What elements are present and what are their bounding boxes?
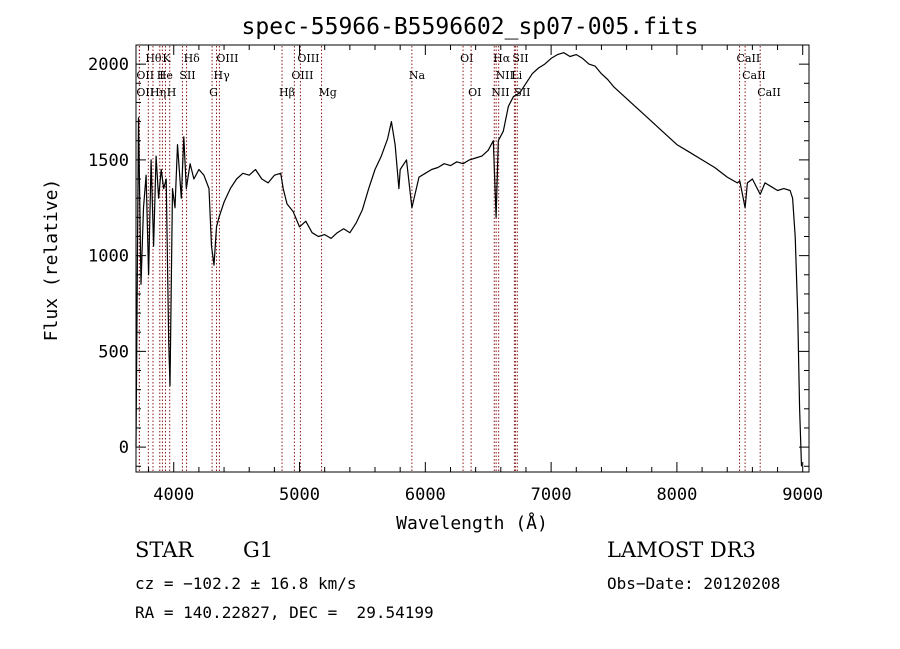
object-type: STAR [135, 538, 194, 562]
x-tick-label-6000: 6000 [405, 485, 446, 505]
object-subclass: G1 [243, 538, 274, 562]
x-tick-label-4000: 4000 [153, 485, 194, 505]
line-label-15: NII [496, 69, 514, 82]
observation-date: Obs−Date: 20120208 [607, 574, 781, 593]
y-axis: 0 500 1000 1500 2000 [88, 44, 809, 467]
x-axis-label: Wavelength (Å) [396, 512, 548, 534]
line-label-3: OIII [216, 52, 238, 65]
line-label-22: Hβ [279, 86, 295, 99]
chart-title: spec-55966-B5596602_sp07-005.fits [242, 14, 699, 40]
line-label-17: CaII [742, 69, 766, 82]
line-label-13: Hγ [214, 69, 231, 82]
line-label-4: OIII [297, 52, 319, 65]
x-tick-label-9000: 9000 [782, 485, 823, 505]
line-label-20: H [167, 86, 177, 99]
line-label-11: I [159, 69, 163, 82]
spectrum-series-line [135, 52, 803, 467]
line-label-23: Mg [319, 86, 337, 99]
line-label-6: Hα [493, 52, 511, 65]
x-tick-label-5000: 5000 [279, 485, 320, 505]
y-tick-label-1000: 1000 [88, 247, 129, 267]
x-tick-label-7000: 7000 [531, 485, 572, 505]
survey-name: LAMOST DR3 [607, 538, 756, 562]
plot-frame [135, 44, 810, 473]
line-label-28: CaII [757, 86, 781, 99]
line-label-26: NII [491, 86, 509, 99]
line-label-2: Hδ [184, 52, 201, 65]
y-tick-label-500: 500 [98, 342, 129, 362]
redshift-readout: cz = −102.2 ± 16.8 km/s [135, 574, 357, 593]
line-label-25: OI [468, 86, 481, 99]
y-tick-label-0: 0 [119, 438, 129, 458]
line-label-24: Na [409, 69, 426, 82]
x-axis: 4000 5000 6000 7000 8000 9000 [148, 45, 823, 505]
y-tick-label-2000: 2000 [88, 55, 129, 75]
line-label-10: He [157, 69, 173, 82]
coordinates-readout: RA = 140.22827, DEC = 29.54199 [135, 603, 434, 622]
line-label-9: OII [136, 69, 154, 82]
line-label-0: Hθ [145, 52, 162, 65]
line-label-8: CaII [737, 52, 761, 65]
line-label-19: Hη [150, 86, 166, 99]
line-label-12: SII [179, 69, 195, 82]
line-label-5: OI [460, 52, 473, 65]
line-label-18: OII [136, 86, 154, 99]
y-axis-label: Flux (relative) [41, 179, 62, 342]
line-label-21: G [209, 86, 218, 99]
spectrum-plot [135, 52, 803, 467]
y-tick-label-1500: 1500 [88, 151, 129, 171]
line-label-27: SII [514, 86, 530, 99]
line-label-1: K [162, 52, 171, 65]
x-tick-label-8000: 8000 [656, 485, 697, 505]
line-label-14: OIII [291, 69, 313, 82]
line-label-7: SII [512, 52, 528, 65]
